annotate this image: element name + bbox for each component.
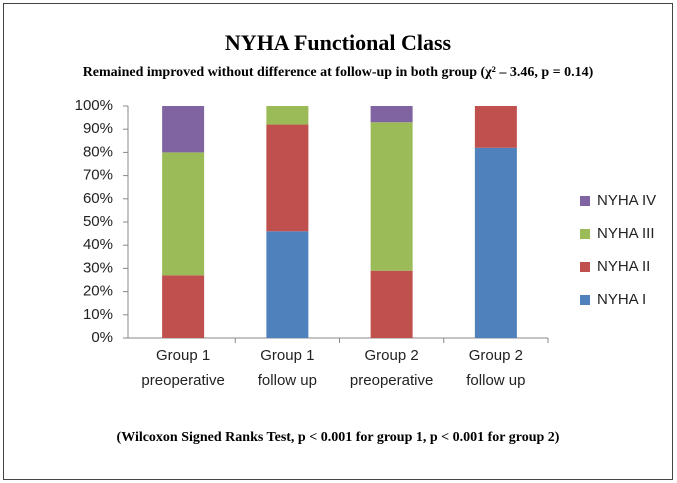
y-tick-label: 60% <box>83 190 113 207</box>
legend-swatch <box>580 295 590 305</box>
bar-segment <box>266 106 309 125</box>
y-tick-label: 90% <box>83 120 113 137</box>
bar-segment <box>162 275 205 338</box>
legend-label: NYHA IV <box>597 192 656 209</box>
chart-note: (Wilcoxon Signed Ranks Test, p < 0.001 f… <box>117 430 560 445</box>
x-tick-label: Group 2 <box>469 347 523 364</box>
y-tick-label: 20% <box>83 283 113 300</box>
bar-segment <box>266 231 309 338</box>
x-tick-label: preoperative <box>350 372 433 389</box>
x-tick-label: Group 1 <box>260 347 314 364</box>
y-tick-label: 50% <box>83 213 113 230</box>
bar-segment <box>162 106 205 153</box>
y-tick-label: 40% <box>83 236 113 253</box>
y-tick-label: 30% <box>83 259 113 276</box>
x-tick-label: Group 2 <box>365 347 419 364</box>
y-tick-label: 80% <box>83 143 113 160</box>
y-tick-label: 0% <box>91 329 113 346</box>
x-tick-label: follow up <box>258 372 317 389</box>
y-tick-label: 10% <box>83 306 113 323</box>
legend-label: NYHA II <box>597 258 650 275</box>
legend-swatch <box>580 262 590 272</box>
y-tick-label: 70% <box>83 167 113 184</box>
bar-segment <box>474 106 517 148</box>
bar-segment <box>266 124 309 232</box>
x-tick-label: follow up <box>466 372 525 389</box>
bar-segment <box>370 122 413 271</box>
bar-segment <box>370 106 413 123</box>
x-tick-label: Group 1 <box>156 347 210 364</box>
chart-title: NYHA Functional Class <box>225 30 452 55</box>
chart-subtitle: Remained improved without difference at … <box>83 65 594 80</box>
bar-segment <box>370 270 413 338</box>
legend-swatch <box>580 196 590 206</box>
legend-swatch <box>580 229 590 239</box>
bar-segment <box>474 147 517 338</box>
chart-border <box>3 3 673 480</box>
bar-segment <box>162 152 205 276</box>
legend-label: NYHA III <box>597 225 655 242</box>
y-tick-label: 100% <box>75 97 113 114</box>
x-tick-label: preoperative <box>141 372 224 389</box>
legend-label: NYHA I <box>597 291 646 308</box>
